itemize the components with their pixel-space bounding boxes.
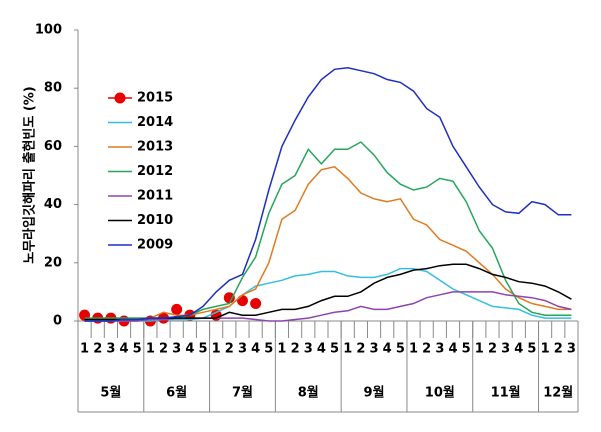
- x-tick-label: 1: [343, 342, 352, 357]
- data-point: [223, 292, 235, 304]
- x-tick-label: 4: [448, 342, 457, 357]
- legend-label: 2015: [137, 91, 173, 106]
- series-line: [84, 67, 572, 322]
- y-tick-label: 40: [44, 197, 62, 212]
- x-tick-label: 4: [120, 342, 129, 357]
- x-group-label: 6월: [166, 385, 187, 401]
- x-tick-label: 2: [356, 342, 365, 357]
- x-tick-label: 4: [514, 342, 523, 357]
- x-tick-label: 3: [370, 342, 379, 357]
- x-tick-label: 3: [172, 342, 181, 357]
- x-tick-label: 5: [198, 342, 207, 357]
- x-tick-label: 3: [106, 342, 115, 357]
- legend-label: 2013: [137, 140, 173, 155]
- legend-label: 2009: [137, 238, 173, 253]
- x-tick-label: 1: [541, 342, 550, 357]
- y-tick-label: 100: [35, 23, 62, 38]
- legend-marker: [114, 92, 126, 104]
- x-tick-label: 5: [527, 342, 536, 357]
- y-tick-label: 0: [53, 314, 62, 329]
- series-line: [84, 165, 572, 321]
- x-tick-label: 3: [238, 342, 247, 357]
- x-tick-label: 4: [185, 342, 194, 357]
- x-tick-label: 1: [212, 342, 221, 357]
- x-tick-label: 2: [225, 342, 234, 357]
- x-group-label: 7월: [232, 385, 253, 401]
- legend-label: 2010: [137, 213, 173, 228]
- x-group-label: 9월: [364, 385, 385, 401]
- y-tick-label: 80: [44, 81, 62, 96]
- x-tick-label: 4: [383, 342, 392, 357]
- y-axis-title: 노무라입깃해파리 출현빈도 (%): [22, 86, 38, 263]
- x-tick-label: 2: [488, 342, 497, 357]
- x-tick-label: 2: [93, 342, 102, 357]
- data-point: [171, 303, 183, 315]
- x-tick-label: 2: [159, 342, 168, 357]
- legend-label: 2012: [137, 164, 173, 179]
- x-tick-label: 1: [277, 342, 286, 357]
- x-group-label: 10월: [425, 385, 455, 401]
- x-tick-label: 2: [422, 342, 431, 357]
- x-tick-label: 1: [146, 342, 155, 357]
- x-tick-label: 3: [567, 342, 576, 357]
- x-tick-label: 4: [317, 342, 326, 357]
- x-tick-label: 5: [330, 342, 339, 357]
- x-group-label: 12월: [543, 385, 573, 401]
- x-tick-label: 5: [396, 342, 405, 357]
- x-group-label: 8월: [298, 385, 319, 401]
- x-tick-label: 3: [501, 342, 510, 357]
- legend-label: 2014: [137, 115, 173, 130]
- y-tick-label: 60: [44, 139, 62, 154]
- y-tick-label: 20: [44, 255, 62, 270]
- x-tick-label: 5: [133, 342, 142, 357]
- x-tick-label: 3: [435, 342, 444, 357]
- x-tick-label: 5: [462, 342, 471, 357]
- x-tick-label: 1: [80, 342, 89, 357]
- x-tick-label: 1: [475, 342, 484, 357]
- legend-label: 2011: [137, 189, 173, 204]
- data-point: [236, 295, 248, 307]
- x-tick-label: 2: [291, 342, 300, 357]
- series-line: [84, 263, 572, 321]
- x-group-label: 5월: [100, 385, 121, 401]
- x-tick-label: 5: [264, 342, 273, 357]
- x-tick-label: 2: [554, 342, 563, 357]
- x-group-label: 11월: [491, 385, 521, 401]
- x-tick-label: 4: [251, 342, 260, 357]
- data-point: [250, 298, 262, 310]
- series-line: [84, 291, 572, 322]
- x-tick-label: 1: [409, 342, 418, 357]
- x-tick-label: 3: [304, 342, 313, 357]
